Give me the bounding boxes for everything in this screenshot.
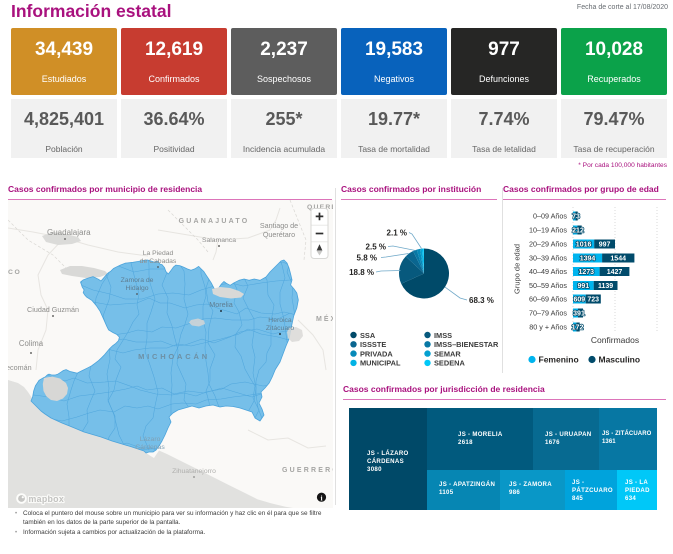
svg-text:5.8 %: 5.8 % — [357, 254, 377, 263]
svg-text:723: 723 — [587, 297, 599, 304]
svg-text:1544: 1544 — [610, 256, 626, 263]
svg-text:1273: 1273 — [579, 269, 595, 276]
svg-text:391: 391 — [573, 311, 585, 318]
svg-text:de Cabadas: de Cabadas — [140, 258, 177, 265]
svg-text:172: 172 — [572, 325, 584, 332]
svg-text:Querétaro: Querétaro — [263, 230, 295, 239]
svg-text:CO: CO — [8, 269, 21, 276]
svg-text:SEDENA: SEDENA — [434, 359, 465, 368]
svg-text:Guadalajara: Guadalajara — [47, 228, 91, 237]
svg-text:IMSS–BIENESTAR: IMSS–BIENESTAR — [434, 340, 499, 349]
svg-text:50–59 Años: 50–59 Años — [529, 281, 567, 290]
svg-text:Heroica: Heroica — [268, 317, 292, 324]
svg-text:68.3 %: 68.3 % — [469, 296, 494, 305]
svg-text:20–29 Años: 20–29 Años — [529, 240, 567, 249]
svg-text:i: i — [320, 494, 322, 503]
svg-text:MÉXI: MÉXI — [316, 314, 333, 323]
svg-text:Cárdenas: Cárdenas — [135, 444, 165, 451]
svg-text:QUERÉ: QUERÉ — [307, 202, 333, 211]
svg-text:609: 609 — [573, 297, 585, 304]
svg-text:1394: 1394 — [580, 256, 596, 263]
svg-text:Morelia: Morelia — [209, 300, 233, 309]
svg-text:La Piedad: La Piedad — [143, 250, 174, 257]
svg-text:MICHOACÁN: MICHOACÁN — [138, 352, 210, 361]
svg-text:Lázaro: Lázaro — [140, 436, 161, 443]
svg-text:18.8 %: 18.8 % — [349, 268, 374, 277]
svg-text:SEMAR: SEMAR — [434, 349, 461, 358]
svg-text:997: 997 — [599, 242, 611, 249]
svg-text:60–69 Años: 60–69 Años — [529, 295, 567, 304]
svg-text:MUNICIPAL: MUNICIPAL — [360, 359, 401, 368]
svg-text:30–39 Años: 30–39 Años — [529, 254, 567, 263]
svg-text:991: 991 — [577, 283, 589, 290]
svg-text:2.5 %: 2.5 % — [366, 243, 386, 252]
svg-text:70–79 Años: 70–79 Años — [529, 309, 567, 318]
svg-text:PRIVADA: PRIVADA — [360, 349, 393, 358]
svg-text:Santiago de: Santiago de — [260, 221, 298, 230]
svg-text:Salamanca: Salamanca — [202, 237, 236, 244]
svg-text:40–49 Años: 40–49 Años — [529, 267, 567, 276]
svg-text:Zamora de: Zamora de — [121, 277, 154, 284]
svg-text:Zitácuaro: Zitácuaro — [266, 325, 295, 332]
svg-text:0–09 Años: 0–09 Años — [533, 212, 567, 221]
svg-text:Grupo de edad: Grupo de edad — [513, 244, 522, 294]
svg-text:1139: 1139 — [598, 283, 613, 290]
svg-text:Ciudad Guzmán: Ciudad Guzmán — [27, 305, 79, 314]
svg-text:SSA: SSA — [360, 331, 376, 340]
svg-text:Colima: Colima — [19, 339, 44, 348]
svg-text:10–19 Años: 10–19 Años — [529, 226, 567, 235]
svg-text:Femenino: Femenino — [539, 355, 579, 365]
svg-text:mapbox: mapbox — [29, 494, 65, 504]
svg-text:80 y + Años: 80 y + Años — [529, 323, 567, 332]
svg-text:GUERRERO: GUERRERO — [282, 467, 333, 474]
svg-text:Masculino: Masculino — [599, 355, 641, 365]
svg-text:Confirmados: Confirmados — [591, 335, 639, 345]
svg-text:Zihuatanejorro: Zihuatanejorro — [172, 468, 216, 475]
svg-text:212: 212 — [572, 228, 584, 235]
svg-text:73: 73 — [572, 214, 580, 221]
svg-text:ecomán: ecomán — [8, 363, 32, 372]
svg-text:2.1 %: 2.1 % — [387, 229, 407, 238]
svg-text:1427: 1427 — [607, 269, 623, 276]
svg-text:ISSSTE: ISSSTE — [360, 340, 386, 349]
svg-text:Hidalgo: Hidalgo — [125, 285, 148, 292]
svg-text:1016: 1016 — [576, 242, 592, 249]
svg-text:GUANAJUATO: GUANAJUATO — [179, 218, 250, 225]
svg-text:IMSS: IMSS — [434, 331, 452, 340]
